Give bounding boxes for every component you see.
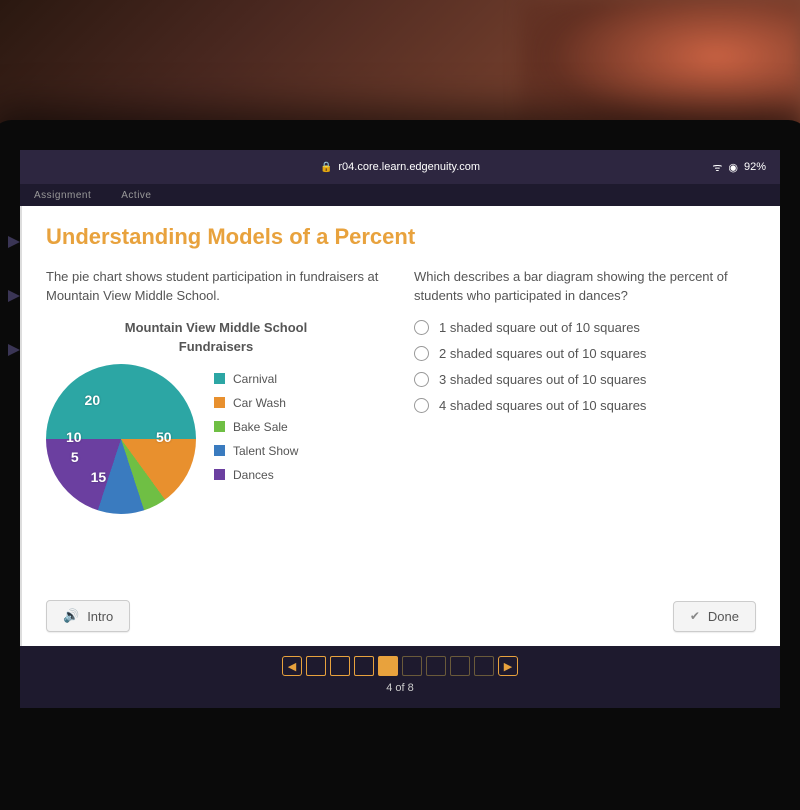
speaker-icon: 🔊 xyxy=(63,608,79,624)
pie-slice-label: 5 xyxy=(71,449,79,465)
pager-step[interactable] xyxy=(306,656,326,676)
left-column: The pie chart shows student participatio… xyxy=(46,268,386,514)
chart-prompt: The pie chart shows student participatio… xyxy=(46,268,386,306)
pager-label: 4 of 8 xyxy=(20,682,780,694)
chart-title-2: Fundraisers xyxy=(46,339,386,354)
legend-swatch xyxy=(214,421,225,432)
legend-item: Dances xyxy=(214,468,298,482)
pager-step[interactable] xyxy=(426,656,446,676)
radio-icon[interactable] xyxy=(414,320,429,335)
pager-next[interactable]: ▶ xyxy=(498,656,518,676)
tab-strip: Assignment Active xyxy=(20,184,780,206)
pie-slice-label: 20 xyxy=(85,392,101,408)
url-text: r04.core.learn.edgenuity.com xyxy=(338,161,480,173)
radio-icon[interactable] xyxy=(414,346,429,361)
radio-icon[interactable] xyxy=(414,372,429,387)
legend-label: Dances xyxy=(233,468,274,482)
legend-label: Talent Show xyxy=(233,444,298,458)
answer-option[interactable]: 2 shaded squares out of 10 squares xyxy=(414,346,756,361)
lock-icon: 🔒 xyxy=(320,162,332,173)
status-area: ᯤ ◉ 92% xyxy=(712,160,766,175)
answer-options: 1 shaded square out of 10 squares 2 shade… xyxy=(414,320,756,413)
radio-icon[interactable] xyxy=(414,398,429,413)
legend-item: Carnival xyxy=(214,372,298,386)
wifi-icon: ᯤ xyxy=(712,160,722,175)
done-label: Done xyxy=(708,609,739,624)
answer-option[interactable]: 3 shaded squares out of 10 squares xyxy=(414,372,756,387)
url-display: 🔒 r04.core.learn.edgenuity.com xyxy=(320,161,480,173)
answer-option[interactable]: 4 shaded squares out of 10 squares xyxy=(414,398,756,413)
option-text: 1 shaded square out of 10 squares xyxy=(439,320,640,335)
pager-step[interactable] xyxy=(474,656,494,676)
tab-assignment[interactable]: Assignment xyxy=(34,190,91,201)
intro-label: Intro xyxy=(87,609,113,624)
pager-boxes: ◀▶ xyxy=(282,656,518,676)
legend-item: Car Wash xyxy=(214,396,298,410)
legend-swatch xyxy=(214,445,225,456)
legend-swatch xyxy=(214,397,225,408)
battery-icon: ◉ xyxy=(728,161,738,174)
tab-active[interactable]: Active xyxy=(121,190,151,201)
legend-swatch xyxy=(214,373,225,384)
legend-label: Car Wash xyxy=(233,396,286,410)
right-column: Which describes a bar diagram showing th… xyxy=(414,268,756,514)
pie-slice-label: 50 xyxy=(156,429,172,445)
lesson-title: Understanding Models of a Percent xyxy=(46,224,756,250)
background-photo xyxy=(0,0,800,140)
footer-row: 🔊 Intro ✔ Done xyxy=(46,600,756,632)
chart-title-1: Mountain View Middle School xyxy=(46,320,386,335)
content-card: Understanding Models of a Percent The pi… xyxy=(20,206,780,646)
pager-step[interactable] xyxy=(330,656,350,676)
intro-button[interactable]: 🔊 Intro xyxy=(46,600,130,632)
side-tab-marker[interactable] xyxy=(8,236,20,248)
browser-bar: 🔒 r04.core.learn.edgenuity.com ᯤ ◉ 92% xyxy=(20,150,780,184)
tablet-frame: 🔒 r04.core.learn.edgenuity.com ᯤ ◉ 92% A… xyxy=(0,120,800,810)
battery-text: 92% xyxy=(744,161,766,173)
done-button[interactable]: ✔ Done xyxy=(673,601,756,632)
option-text: 3 shaded squares out of 10 squares xyxy=(439,372,646,387)
check-icon: ✔ xyxy=(690,609,700,623)
legend-label: Bake Sale xyxy=(233,420,288,434)
pager-step[interactable] xyxy=(378,656,398,676)
pager-prev[interactable]: ◀ xyxy=(282,656,302,676)
legend-item: Talent Show xyxy=(214,444,298,458)
pager-step[interactable] xyxy=(450,656,470,676)
option-text: 2 shaded squares out of 10 squares xyxy=(439,346,646,361)
pie-slice-label: 10 xyxy=(66,429,82,445)
legend-item: Bake Sale xyxy=(214,420,298,434)
answer-option[interactable]: 1 shaded square out of 10 squares xyxy=(414,320,756,335)
pager-step[interactable] xyxy=(402,656,422,676)
legend-label: Carnival xyxy=(233,372,277,386)
pie-chart: 50 15 5 10 20 xyxy=(46,364,196,514)
option-text: 4 shaded squares out of 10 squares xyxy=(439,398,646,413)
side-tab-marker[interactable] xyxy=(8,290,20,302)
pager-step[interactable] xyxy=(354,656,374,676)
side-tab-marker[interactable] xyxy=(8,344,20,356)
side-tabs xyxy=(8,236,20,356)
question-text: Which describes a bar diagram showing th… xyxy=(414,268,756,306)
legend-swatch xyxy=(214,469,225,480)
pie-legend: Carnival Car Wash Bake Sale Talent Show Danc… xyxy=(214,364,298,482)
pager: ◀▶ 4 of 8 xyxy=(20,646,780,708)
pie-slice-label: 15 xyxy=(91,469,107,485)
